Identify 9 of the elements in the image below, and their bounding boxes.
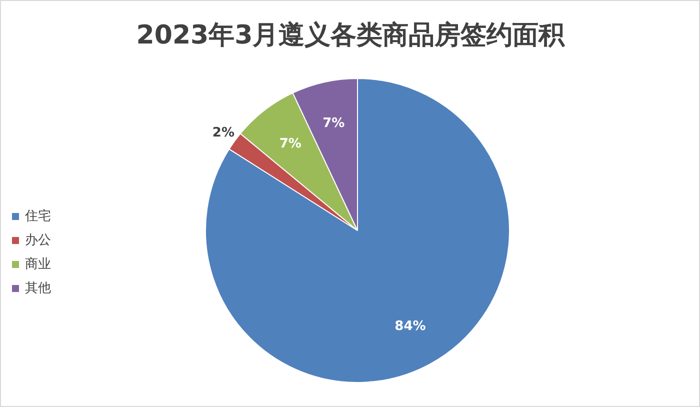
data-label: 2% xyxy=(212,126,235,141)
legend-label: 住宅 xyxy=(25,208,51,225)
legend-label: 其他 xyxy=(25,280,51,297)
data-label: 84% xyxy=(394,318,426,334)
data-label: 7% xyxy=(279,136,302,152)
data-label: 7% xyxy=(322,116,345,132)
legend-label: 办公 xyxy=(25,232,51,249)
legend-label: 商业 xyxy=(25,256,51,273)
chart-title: 2023年3月遵义各类商品房签约面积 xyxy=(136,20,566,50)
